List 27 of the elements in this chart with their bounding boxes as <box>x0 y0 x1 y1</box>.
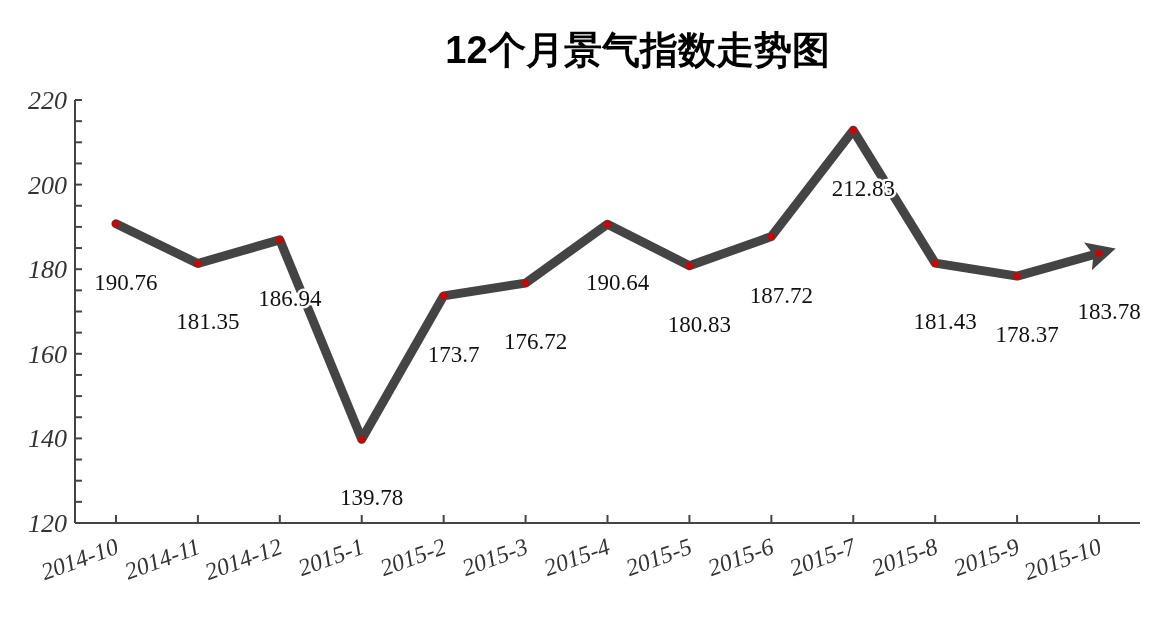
x-tick-label: 2015-1 <box>294 533 368 581</box>
x-tick-label: 2015-8 <box>868 533 941 581</box>
data-label: 139.78 <box>340 485 404 511</box>
y-tick-label: 180 <box>28 255 67 285</box>
y-tick-label: 120 <box>28 509 67 538</box>
x-tick-label: 2015-9 <box>950 533 1023 581</box>
data-label: 190.76 <box>94 269 158 295</box>
data-label: 178.37 <box>995 322 1059 348</box>
x-tick-label: 2015-7 <box>786 532 860 581</box>
x-tick-label: 2015-5 <box>622 533 696 581</box>
data-label: 181.35 <box>176 309 240 335</box>
y-tick-label: 140 <box>28 424 67 454</box>
x-tick-label: 2015-4 <box>540 533 614 581</box>
data-label: 180.83 <box>667 311 732 337</box>
data-label: 187.72 <box>749 282 813 308</box>
y-tick-label: 160 <box>28 339 67 369</box>
data-label: 183.78 <box>1077 299 1141 325</box>
data-label: 173.7 <box>427 341 480 367</box>
x-tick-label: 2015-2 <box>376 533 450 581</box>
y-tick-label: 220 <box>28 86 67 115</box>
y-tick-label: 200 <box>28 170 67 200</box>
data-label: 176.72 <box>503 329 568 355</box>
chart-title: 12个月景气指数走势图 <box>445 29 830 71</box>
x-tick-label: 2015-3 <box>458 533 532 581</box>
x-tick-label: 2015-6 <box>704 533 778 581</box>
data-label: 190.64 <box>585 270 650 296</box>
data-label: 181.43 <box>913 309 977 335</box>
